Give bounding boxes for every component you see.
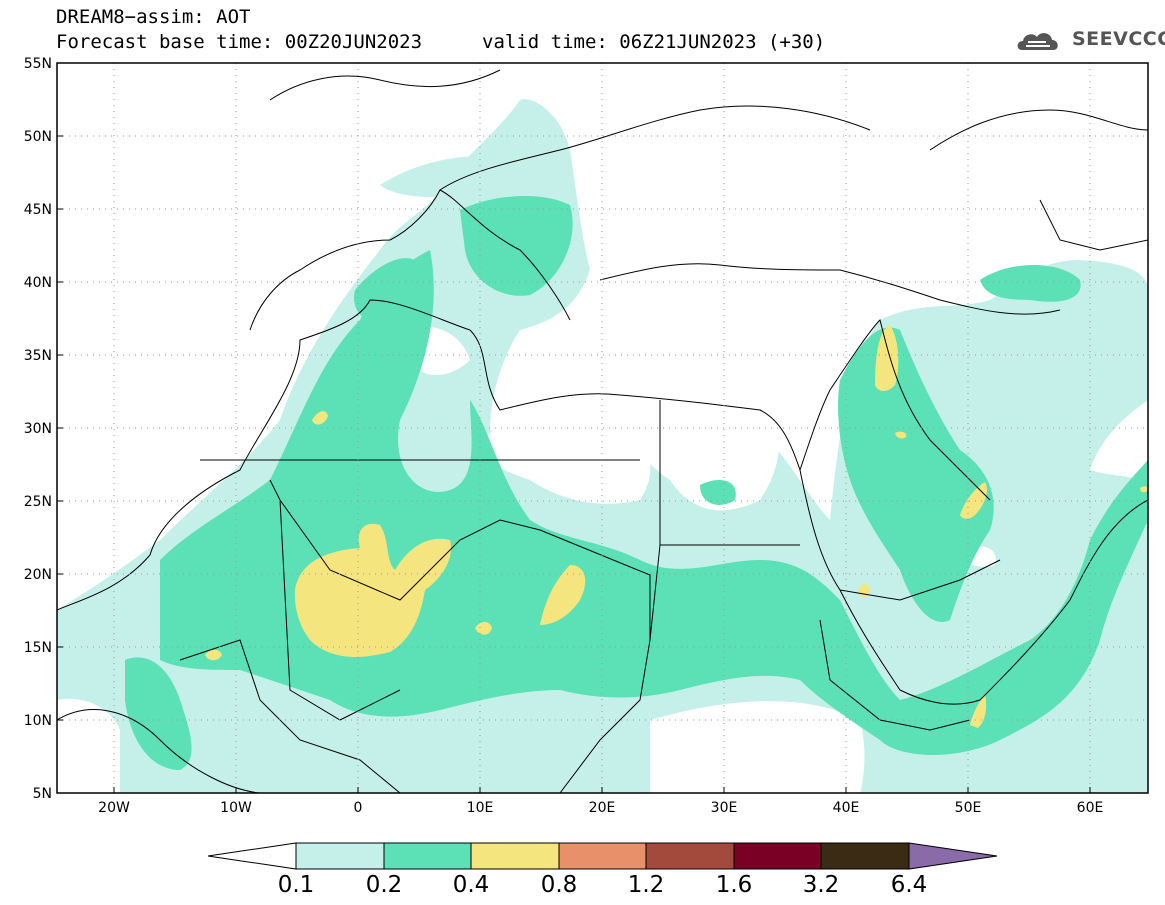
colorbar-bin [295,842,385,870]
coastlines [57,69,1148,793]
lon-tick-label: 0 [354,800,363,816]
lon-tick-label: 20W [98,800,130,816]
lat-tick-label: 10N [24,713,52,729]
colorbar-label: 3.2 [803,872,840,898]
forecast-base-time: Forecast base time: 00Z20JUN2023 [56,31,423,53]
lon-tick-label: 40E [833,800,860,816]
lon-tick-label: 60E [1077,800,1104,816]
valid-time: valid time: 06Z21JUN2023 (+30) [482,31,826,53]
colorbar-label: 1.6 [716,872,753,898]
latitude-axis: 55N 50N 45N 40N 35N 30N 25N 20N 15N 10N … [24,56,63,802]
colorbar-label: 0.2 [366,872,403,898]
lon-tick-label: 10E [467,800,494,816]
lat-tick-label: 35N [24,348,52,364]
colorbar-bin [558,842,647,870]
longitude-axis: 20W 10W 0 10E 20E 30E 40E 50E 60E [98,787,1103,816]
aot-field [57,99,1148,793]
lat-tick-label: 15N [24,640,52,656]
logo-text: SEEVCCC [1072,28,1165,50]
colorbar-high-arrow [908,842,998,870]
lat-tick-label: 40N [24,275,52,291]
map-title: DREAM8−assim: AOT [56,6,251,28]
lon-tick-label: 10W [220,800,252,816]
colorbar-label: 0.1 [278,872,315,898]
lon-tick-label: 20E [589,800,616,816]
lat-tick-label: 5N [33,786,52,802]
lon-tick-label: 30E [711,800,738,816]
lat-tick-label: 30N [24,421,52,437]
colorbar-label: 6.4 [891,872,928,898]
colorbar-label: 1.2 [628,872,665,898]
colorbar-bin [470,842,560,870]
colorbar-bin [645,842,735,870]
colorbar-label: 0.4 [453,872,490,898]
colorbar-low-arrow [207,842,297,870]
lat-tick-label: 25N [24,494,52,510]
lat-tick-label: 45N [24,202,52,218]
lon-tick-label: 50E [955,800,982,816]
colorbar-bin [383,842,472,870]
colorbar-bin [820,842,910,870]
colorbar-label: 0.8 [541,872,578,898]
lat-tick-label: 50N [24,129,52,145]
lat-tick-label: 20N [24,567,52,583]
seevccc-logo [1017,33,1058,50]
lat-tick-label: 55N [24,56,52,72]
colorbar-bin [733,842,822,870]
aot-level-0.4-region [205,325,1148,728]
